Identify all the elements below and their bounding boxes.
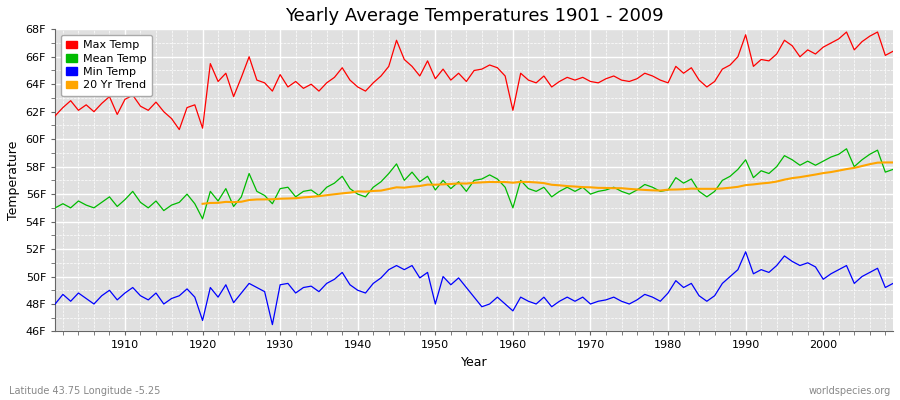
Text: Latitude 43.75 Longitude -5.25: Latitude 43.75 Longitude -5.25 (9, 386, 160, 396)
Text: worldspecies.org: worldspecies.org (809, 386, 891, 396)
Title: Yearly Average Temperatures 1901 - 2009: Yearly Average Temperatures 1901 - 2009 (284, 7, 663, 25)
X-axis label: Year: Year (461, 356, 488, 369)
Legend: Max Temp, Mean Temp, Min Temp, 20 Yr Trend: Max Temp, Mean Temp, Min Temp, 20 Yr Tre… (60, 35, 152, 96)
Y-axis label: Temperature: Temperature (7, 141, 20, 220)
